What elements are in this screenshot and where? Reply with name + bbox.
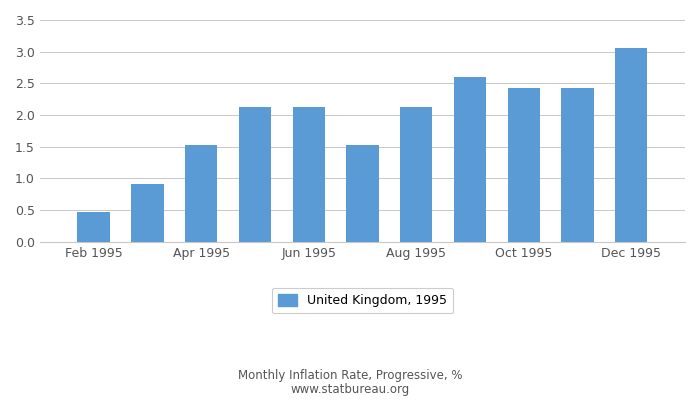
- Legend: United Kingdom, 1995: United Kingdom, 1995: [272, 288, 453, 314]
- Bar: [239, 107, 271, 242]
- Bar: [78, 212, 110, 242]
- Bar: [454, 77, 486, 242]
- Text: Monthly Inflation Rate, Progressive, %: Monthly Inflation Rate, Progressive, %: [238, 369, 462, 382]
- Bar: [185, 145, 217, 242]
- Text: www.statbureau.org: www.statbureau.org: [290, 383, 410, 396]
- Bar: [293, 107, 325, 242]
- Bar: [615, 48, 648, 242]
- Bar: [346, 145, 379, 242]
- Bar: [561, 88, 594, 242]
- Bar: [132, 184, 164, 242]
- Bar: [508, 88, 540, 242]
- Bar: [400, 107, 433, 242]
